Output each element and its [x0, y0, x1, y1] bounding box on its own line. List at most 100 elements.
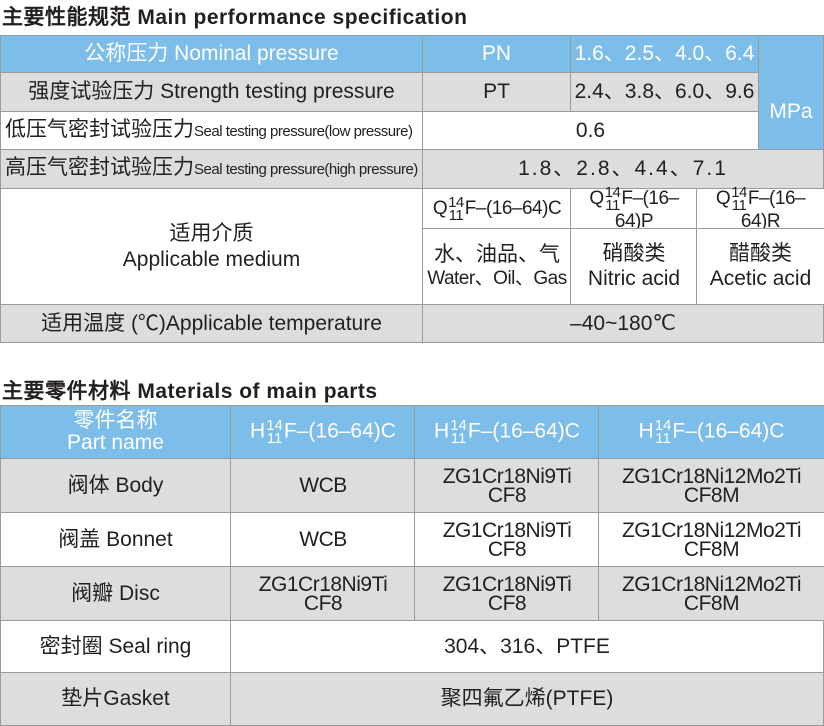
seal-high-value: 1.8、2.8、4.4、7.1	[422, 149, 824, 189]
material-cell: ZG1Cr18Ni9Ti CF8	[414, 566, 600, 621]
material-grade: ZG1Cr18Ni9Ti	[442, 464, 572, 488]
medium-cn: 水、油品、气	[434, 243, 560, 266]
part-name: 阀体 Body	[0, 458, 231, 513]
medium-type: 硝酸类 Nitric acid	[570, 228, 698, 305]
model-suffix: F–(16–64)R	[740, 187, 806, 232]
material-astm: CF8	[487, 483, 527, 507]
material-astm: CF8	[487, 537, 527, 561]
label-en: Seal testing pressure(high pressure)	[194, 161, 418, 178]
spec-title: 主要性能规范 Main performance specification	[2, 6, 468, 29]
temperature-label: 适用温度 (℃)Applicable temperature	[0, 304, 423, 343]
model-sup: 14	[731, 183, 747, 201]
label-cn: 强度试验压力	[28, 80, 155, 103]
material-cell: WCB	[230, 458, 416, 513]
model-sup: 14	[654, 417, 672, 434]
model-suffix: F–(16–64)C	[467, 419, 580, 443]
label-en: Applicable medium	[122, 247, 301, 271]
medium-en: Water、Oil、Gas	[427, 268, 567, 289]
material-grade: ZG1Cr18Ni9Ti	[442, 572, 572, 596]
materials-title: 主要零件材料 Materials of main parts	[2, 380, 378, 403]
material-astm: CF8	[487, 591, 527, 615]
model-sup: 14	[604, 183, 621, 201]
material-grade: ZG1Cr18Ni9Ti	[442, 518, 572, 542]
material-cell: ZG1Cr18Ni9Ti CF8	[414, 512, 600, 567]
medium-label: 适用介质 Applicable medium	[0, 188, 423, 305]
model-fraction: 14 11	[448, 193, 464, 224]
label-cn: 公称压力	[84, 42, 169, 65]
material-cell: ZG1Cr18Ni12Mo2Ti CF8M	[598, 458, 824, 513]
model-sub: 11	[448, 206, 464, 224]
strength-label: 强度试验压力 Strength testing pressure	[0, 72, 423, 112]
label-cn: 低压气密封试验压力	[5, 117, 194, 141]
label-en: Part name	[67, 431, 164, 454]
medium-model: Q 14 11 F–(16–64)C	[422, 188, 572, 229]
model-prefix: Q	[715, 187, 731, 209]
label-cn: 零件名称	[73, 409, 158, 432]
model-fraction: 14 11	[654, 417, 672, 447]
material-cell: WCB	[230, 512, 416, 567]
medium-cn: 醋酸类	[729, 242, 792, 265]
material-grade: ZG1Cr18Ni12Mo2Ti	[621, 518, 802, 542]
model-fraction: 14 11	[266, 418, 283, 447]
model-prefix: Q	[589, 187, 604, 209]
material-text: WCB	[299, 528, 347, 551]
model-fraction: 14 11	[731, 183, 747, 214]
model-suffix: F–(16–64)C	[464, 197, 562, 219]
model-suffix: F–(16–64)C	[283, 419, 396, 443]
model-suffix: F–(16–64)C	[672, 419, 785, 443]
label-en: Nominal pressure	[174, 42, 339, 65]
material-astm: CF8M	[683, 483, 740, 507]
material-grade: ZG1Cr18Ni12Mo2Ti	[621, 572, 802, 596]
model-sub: 11	[655, 430, 671, 447]
material-value: 304、316、PTFE	[230, 620, 824, 673]
material-cell: ZG1Cr18Ni12Mo2Ti CF8M	[598, 566, 824, 621]
seal-low-label: 低压气密封试验压力Seal testing pressure(low press…	[0, 111, 423, 150]
strength-code: PT	[422, 72, 571, 112]
material-cell: ZG1Cr18Ni9Ti CF8	[414, 458, 600, 513]
model-prefix: H	[434, 419, 450, 443]
nominal-code: PN	[422, 35, 571, 73]
model-sup: 14	[450, 417, 467, 434]
part-name: 阀盖 Bonnet	[0, 512, 231, 567]
material-astm: CF8M	[683, 591, 740, 615]
model-prefix: H	[638, 419, 654, 443]
part-name-header: 零件名称 Part name	[0, 405, 231, 459]
medium-en: Nitric acid	[587, 267, 681, 290]
medium-type: 醋酸类 Acetic acid	[696, 228, 824, 305]
nominal-values: 1.6、2.5、4.0、6.4	[570, 35, 759, 73]
temperature-value: –40~180℃	[422, 304, 824, 343]
part-name: 阀瓣 Disc	[0, 566, 231, 621]
medium-model: Q 14 11 F–(16–64)R	[696, 183, 824, 232]
model-header: H 14 11 F–(16–64)C	[230, 405, 416, 459]
medium-en: Acetic acid	[709, 267, 812, 290]
material-astm: CF8	[303, 591, 343, 615]
strength-values: 2.4、3.8、6.0、9.6	[570, 72, 759, 112]
nominal-label: 公称压力 Nominal pressure	[0, 35, 423, 73]
label-cn: 适用介质	[169, 221, 254, 245]
model-prefix: H	[250, 419, 266, 443]
material-cell: ZG1Cr18Ni12Mo2Ti CF8M	[598, 512, 824, 567]
model-sup: 14	[448, 193, 464, 211]
model-prefix: Q	[432, 197, 448, 219]
material-grade: ZG1Cr18Ni12Mo2Ti	[621, 464, 802, 488]
model-sub: 11	[731, 196, 747, 214]
medium-cn: 硝酸类	[602, 242, 666, 265]
medium-model: Q 14 11 F–(16–64)P	[570, 183, 698, 232]
label-cn: 高压气密封试验压力	[5, 156, 194, 179]
model-sub: 11	[450, 430, 467, 447]
label-en: Strength testing pressure	[160, 80, 395, 103]
label-en: Seal testing pressure(low pressure)	[194, 122, 413, 140]
material-text: WCB	[299, 474, 347, 497]
model-sub: 11	[266, 430, 283, 447]
part-name: 垫片Gasket	[0, 672, 231, 726]
material-astm: CF8M	[683, 537, 740, 561]
seal-high-label: 高压气密封试验压力Seal testing pressure(high pres…	[0, 149, 423, 189]
model-suffix: F–(16–64)P	[614, 187, 679, 232]
model-header: H 14 11 F–(16–64)C	[414, 405, 600, 459]
model-fraction: 14 11	[604, 183, 621, 213]
material-value: 聚四氟乙烯(PTFE)	[230, 672, 824, 726]
medium-type: 水、油品、气 Water、Oil、Gas	[422, 228, 572, 305]
model-fraction: 14 11	[450, 417, 467, 447]
material-grade: ZG1Cr18Ni9Ti	[258, 572, 388, 596]
model-header: H 14 11 F–(16–64)C	[598, 405, 824, 459]
